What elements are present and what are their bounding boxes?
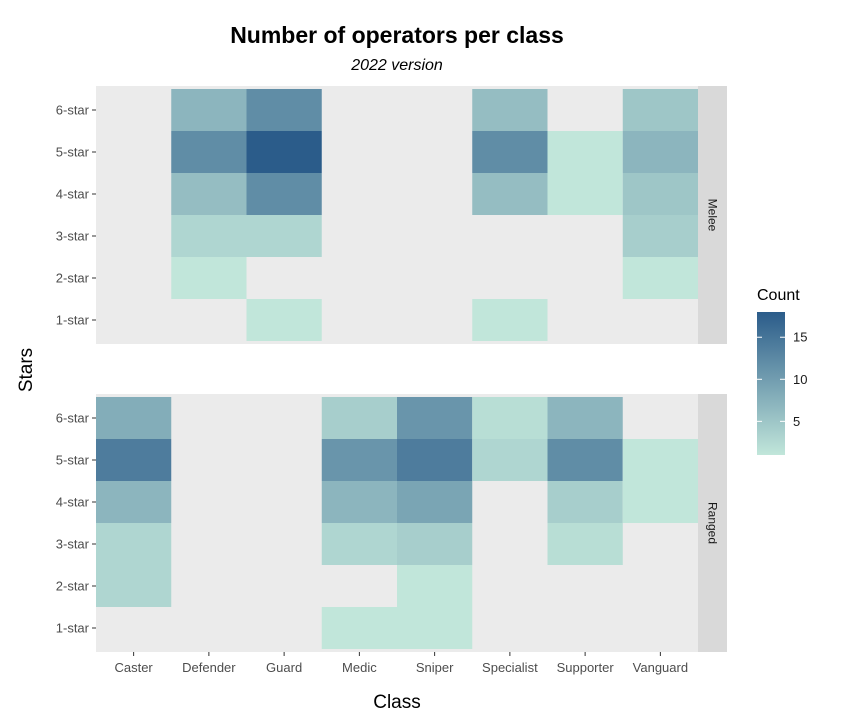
heatmap-cell: [472, 299, 548, 341]
color-legend: Count 5 10 15: [757, 287, 807, 455]
heatmap-cell: [547, 173, 623, 215]
facet-panel-melee: Melee 1-star 2-star 3-star 4-star 5-star 6-sta…: [56, 86, 727, 344]
heatmap-cell: [246, 173, 322, 215]
y-tick-label: 2-star: [56, 579, 90, 594]
heatmap-cell: [321, 481, 397, 523]
x-axis: Caster Defender Guard Medic Sniper Specialist…: [114, 652, 688, 675]
y-tick-label: 6-star: [56, 411, 90, 426]
legend-tick-label: 10: [793, 372, 807, 387]
heatmap-cell: [622, 131, 698, 173]
heatmap-cell: [96, 565, 172, 607]
heatmap-cell: [547, 439, 623, 481]
heatmap-cell: [321, 397, 397, 439]
heatmap-cell: [171, 173, 247, 215]
facet-strip-label: Ranged: [706, 502, 720, 544]
heatmap-cell: [321, 607, 397, 649]
heatmap-cell: [622, 439, 698, 481]
heatmap-cell: [472, 89, 548, 131]
heatmap-cell: [547, 397, 623, 439]
heatmap-cell: [397, 397, 473, 439]
facet-panel-ranged: Ranged 1-star 2-star 3-star 4-star 5-star 6-st…: [56, 394, 727, 652]
x-tick-label: Vanguard: [633, 660, 688, 675]
heatmap-cell: [171, 257, 247, 299]
heatmap-cell: [472, 439, 548, 481]
x-tick-label: Sniper: [416, 660, 454, 675]
heatmap-cell: [397, 523, 473, 565]
heatmap-cell: [171, 89, 247, 131]
legend-title: Count: [757, 287, 800, 304]
heatmap-cell: [96, 523, 172, 565]
heatmap-cell: [246, 215, 322, 257]
heatmap-cell: [397, 607, 473, 649]
heatmap-cell: [397, 439, 473, 481]
heatmap-cell: [472, 397, 548, 439]
heatmap-cell: [472, 131, 548, 173]
chart-title: Number of operators per class: [230, 22, 564, 48]
heatmap-cell: [622, 215, 698, 257]
heatmap-cell: [246, 131, 322, 173]
heatmap-cell: [96, 481, 172, 523]
y-tick-label: 5-star: [56, 453, 90, 468]
heatmap-cell: [171, 215, 247, 257]
y-tick-label: 3-star: [56, 229, 90, 244]
heatmap-cell: [96, 439, 172, 481]
facet-strip-label: Melee: [706, 199, 720, 232]
heatmap-cell: [397, 565, 473, 607]
chart-subtitle: 2022 version: [350, 57, 443, 74]
x-tick-label: Medic: [342, 660, 377, 675]
facet-panels: Melee 1-star 2-star 3-star 4-star 5-star 6-sta…: [56, 86, 727, 652]
x-tick-label: Supporter: [557, 660, 615, 675]
x-tick-label: Defender: [182, 660, 236, 675]
heatmap-cell: [321, 523, 397, 565]
y-tick-label: 6-star: [56, 103, 90, 118]
heatmap-cell: [472, 173, 548, 215]
facet-strip: [698, 394, 727, 652]
y-tick-label: 2-star: [56, 271, 90, 286]
heatmap-cell: [547, 131, 623, 173]
heatmap-cell: [171, 131, 247, 173]
heatmap-cell: [246, 299, 322, 341]
heatmap-cell: [96, 397, 172, 439]
x-axis-title: Class: [373, 692, 421, 713]
heatmap-cell: [321, 439, 397, 481]
y-tick-label: 4-star: [56, 187, 90, 202]
legend-tick-label: 15: [793, 330, 807, 345]
x-tick-label: Specialist: [482, 660, 538, 675]
legend-tick-label: 5: [793, 414, 800, 429]
y-tick-label: 5-star: [56, 145, 90, 160]
x-tick-label: Guard: [266, 660, 302, 675]
legend-colorbar: [757, 312, 785, 455]
heatmap-cell: [547, 523, 623, 565]
heatmap-cell: [397, 481, 473, 523]
facet-strip: [698, 86, 727, 344]
y-axis-title: Stars: [16, 348, 37, 392]
heatmap-cell: [622, 481, 698, 523]
heatmap-cell: [622, 257, 698, 299]
y-tick-label: 1-star: [56, 621, 90, 636]
heatmap-cell: [622, 89, 698, 131]
y-tick-label: 1-star: [56, 313, 90, 328]
heatmap-cell: [246, 89, 322, 131]
heatmap-cell: [547, 481, 623, 523]
x-tick-label: Caster: [114, 660, 153, 675]
y-tick-label: 3-star: [56, 537, 90, 552]
y-tick-label: 4-star: [56, 495, 90, 510]
heatmap-cell: [622, 173, 698, 215]
